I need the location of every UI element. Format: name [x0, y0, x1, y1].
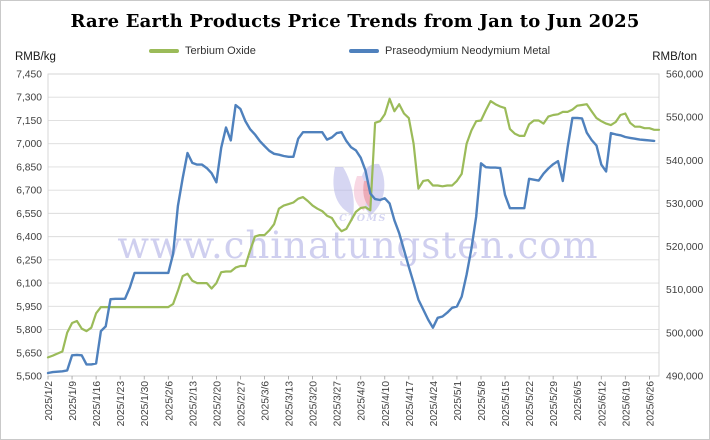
svg-text:2025/5/1: 2025/5/1: [453, 381, 464, 421]
legend-item-terbium-oxide: Terbium Oxide: [149, 44, 256, 58]
svg-text:530,000: 530,000: [666, 199, 703, 210]
svg-text:510,000: 510,000: [666, 285, 703, 296]
svg-text:2025/1/16: 2025/1/16: [92, 381, 103, 427]
legend-item-prnd-metal: Praseodymium Neodymium Metal: [349, 44, 550, 58]
svg-text:2025/4/17: 2025/4/17: [405, 381, 416, 427]
x-axis-labels: 2025/1/2 2025/1/9 2025/1/16 2025/1/23 2025/1…: [44, 381, 656, 427]
svg-text:560,000: 560,000: [666, 70, 703, 81]
watermark-logo-caption: CTOMS: [339, 213, 387, 224]
svg-text:2025/3/27: 2025/3/27: [333, 381, 344, 427]
watermark-text: www.chinatungsten.com: [117, 224, 598, 267]
svg-text:2025/1/2: 2025/1/2: [44, 381, 55, 421]
svg-text:7,150: 7,150: [16, 116, 42, 127]
svg-text:6,850: 6,850: [16, 162, 42, 173]
svg-text:6,700: 6,700: [16, 186, 42, 197]
svg-text:2025/3/13: 2025/3/13: [285, 381, 296, 427]
svg-text:6,250: 6,250: [16, 255, 42, 266]
svg-text:2025/2/20: 2025/2/20: [212, 381, 223, 427]
svg-text:7,450: 7,450: [16, 70, 42, 81]
svg-text:2025/6/12: 2025/6/12: [597, 381, 608, 427]
svg-text:2025/5/22: 2025/5/22: [525, 381, 536, 427]
svg-text:5,650: 5,650: [16, 348, 42, 359]
svg-text:2025/4/3: 2025/4/3: [357, 381, 368, 421]
svg-text:2025/3/6: 2025/3/6: [260, 381, 271, 421]
svg-text:520,000: 520,000: [666, 242, 703, 253]
svg-text:2025/6/19: 2025/6/19: [621, 381, 632, 427]
x-axis-ticks: [47, 376, 650, 380]
right-axis-labels: 560,000 550,000 540,000 530,000 520,000 510,0…: [666, 70, 703, 383]
svg-text:2025/2/13: 2025/2/13: [188, 381, 199, 427]
svg-text:2025/2/27: 2025/2/27: [236, 381, 247, 427]
prnd-metal-legend-label: Praseodymium Neodymium Metal: [385, 45, 551, 57]
svg-text:2025/6/5: 2025/6/5: [573, 381, 584, 421]
left-axis-unit-label: RMB/kg: [15, 51, 56, 63]
svg-text:2025/4/24: 2025/4/24: [429, 381, 440, 427]
svg-text:490,000: 490,000: [666, 372, 703, 383]
svg-text:6,550: 6,550: [16, 209, 42, 220]
svg-text:540,000: 540,000: [666, 156, 703, 167]
terbium-oxide-line: [46, 97, 661, 359]
terbium-oxide-legend-label: Terbium Oxide: [185, 45, 256, 57]
prnd-metal-legend-swatch: [349, 49, 379, 53]
watermark-logo: [333, 163, 385, 215]
svg-text:2025/5/29: 2025/5/29: [549, 381, 560, 427]
svg-text:2025/5/15: 2025/5/15: [501, 381, 512, 427]
svg-text:5,950: 5,950: [16, 302, 42, 313]
svg-text:2025/2/6: 2025/2/6: [164, 381, 175, 421]
svg-text:5,500: 5,500: [16, 372, 42, 383]
page-title: Rare Earth Products Price Trends from Ja…: [70, 11, 640, 32]
svg-text:7,000: 7,000: [16, 139, 42, 150]
svg-text:2025/1/30: 2025/1/30: [140, 381, 151, 427]
right-axis-unit-label: RMB/ton: [652, 51, 697, 63]
terbium-oxide-legend-swatch: [149, 49, 179, 53]
svg-text:500,000: 500,000: [666, 328, 703, 339]
left-axis-labels: 7,450 7,300 7,150 7,000 6,850 6,700 6,550 6,400…: [16, 70, 42, 383]
svg-text:7,300: 7,300: [16, 93, 42, 104]
svg-text:6,400: 6,400: [16, 232, 42, 243]
svg-text:2025/1/23: 2025/1/23: [116, 381, 127, 427]
svg-text:2025/4/10: 2025/4/10: [381, 381, 392, 427]
svg-text:2025/1/9: 2025/1/9: [68, 381, 79, 421]
gridlines: [47, 73, 660, 377]
prnd-metal-line: [46, 103, 656, 375]
svg-text:6,100: 6,100: [16, 279, 42, 290]
svg-text:550,000: 550,000: [666, 113, 703, 124]
svg-text:2025/3/20: 2025/3/20: [309, 381, 320, 427]
svg-text:2025/5/8: 2025/5/8: [477, 381, 488, 421]
svg-text:2025/6/26: 2025/6/26: [645, 381, 656, 427]
svg-text:5,800: 5,800: [16, 325, 42, 336]
